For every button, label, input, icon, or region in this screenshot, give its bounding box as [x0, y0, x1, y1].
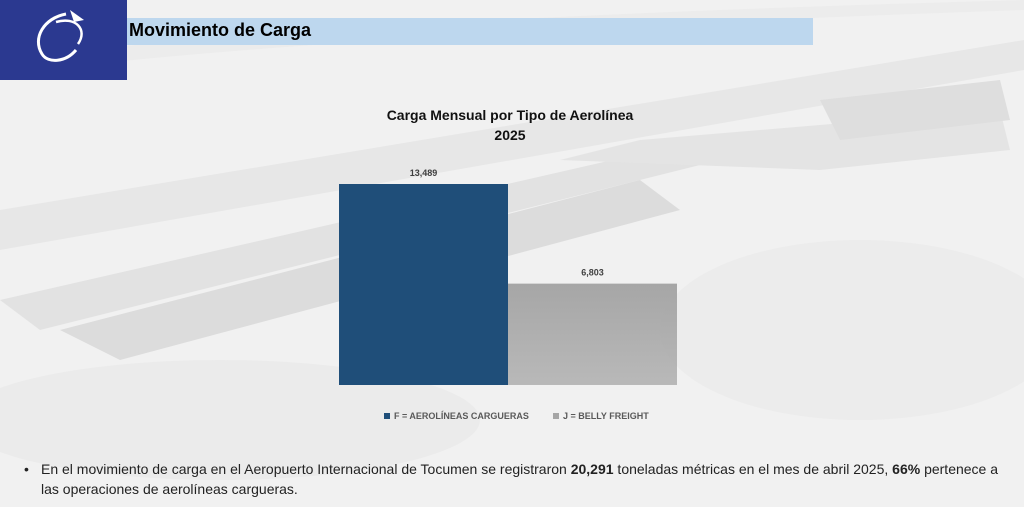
summary-percent: 66%	[892, 461, 921, 477]
bar-value-label-2: 6,803	[581, 268, 604, 278]
summary-text: En el movimiento de carga en el Aeropuer…	[41, 459, 1014, 499]
summary-note: • En el movimiento de carga en el Aeropu…	[24, 459, 1014, 499]
chart-title-block: Carga Mensual por Tipo de Aerolínea 2025	[340, 105, 680, 145]
brand-logo	[0, 0, 127, 80]
airport-logo-icon	[36, 10, 84, 62]
legend-swatch-1	[384, 413, 390, 419]
chart-subtitle: 2025	[494, 127, 526, 143]
legend-item-2: J = BELLY FREIGHT	[553, 411, 649, 421]
bullet-icon: •	[24, 461, 29, 477]
summary-total: 20,291	[570, 461, 614, 477]
legend-label-2: J = BELLY FREIGHT	[563, 411, 649, 421]
bar-1	[339, 184, 508, 385]
bar-value-label-1: 13,489	[410, 168, 438, 178]
legend-item-1: F = AEROLÍNEAS CARGUERAS	[384, 411, 529, 421]
legend-label-1: F = AEROLÍNEAS CARGUERAS	[394, 411, 529, 421]
chart-title: Carga Mensual por Tipo de Aerolínea	[386, 107, 634, 123]
summary-part-3: pertenece a las operaciones de aerolínea…	[41, 461, 999, 497]
summary-part-1: En el movimiento de carga en el Aeropuer…	[41, 461, 571, 477]
bar-2	[508, 283, 677, 385]
title-bar	[127, 18, 813, 45]
summary-part-2: toneladas métricas en el mes de abril 20…	[613, 461, 893, 477]
legend-swatch-2	[553, 413, 559, 419]
page-title: Movimiento de Carga	[129, 20, 312, 40]
chart-legend: F = AEROLÍNEAS CARGUERAS J = BELLY FREIGH…	[0, 411, 1024, 425]
